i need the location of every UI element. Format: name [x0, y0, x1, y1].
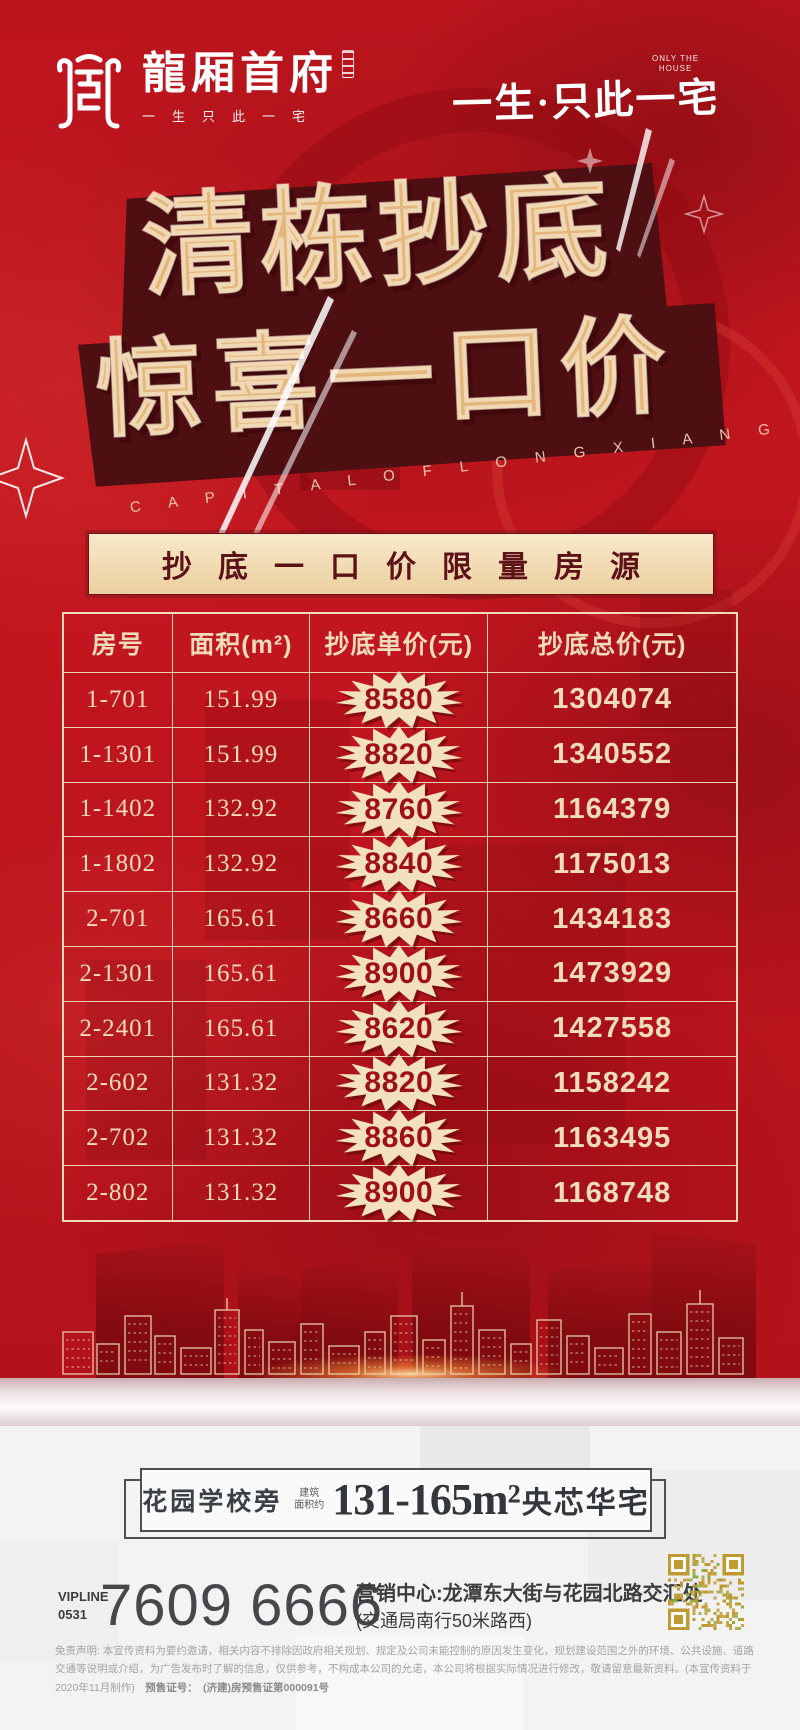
area-range: 131-165m²: [332, 1475, 520, 1524]
header-cell: 面积(m²): [171, 614, 310, 672]
area-cell: 131.32: [171, 1056, 310, 1111]
table-row: 2-1301 165.61 8900 1473929: [64, 944, 736, 1004]
total-price-cell: 1473929: [487, 946, 736, 1001]
limited-offer-banner: 抄底一口价限量房源: [88, 533, 714, 595]
vipline-label: VIPLINE 0531: [58, 1589, 109, 1622]
total-price-cell: 1434183: [487, 892, 736, 946]
total-price-cell: 1164379: [487, 782, 736, 837]
unit-price-cell: 8900: [309, 1163, 487, 1223]
area-cell: 131.32: [171, 1166, 310, 1220]
area-suffix: 央芯华宅: [521, 1487, 650, 1520]
price-starburst: 8900: [333, 1163, 465, 1223]
gray-decoration: [296, 1636, 524, 1730]
area-cell: 151.99: [171, 727, 310, 782]
slab-decoration: [652, 1232, 756, 1378]
unit-price-cell: 8840: [309, 834, 487, 894]
total-price-cell: 1340552: [487, 727, 736, 782]
unit-price-cell: 8620: [309, 999, 487, 1059]
area-cell: 165.61: [171, 1001, 310, 1056]
total-price-cell: 1168748: [487, 1166, 736, 1220]
total-price-cell: 1158242: [487, 1056, 736, 1111]
unit-price-cell: 8860: [309, 1108, 487, 1168]
light-background: [0, 1426, 800, 1730]
property-info-box: 花园学校旁 建筑 面积约 131-165m² 央芯华宅: [140, 1468, 652, 1532]
area-cell: 132.92: [171, 782, 310, 837]
room-number-cell: 1-1802: [79, 850, 157, 878]
table-row: 2-802 131.32 8900 1168748: [64, 1163, 736, 1223]
area-cell: 151.99: [171, 673, 310, 727]
unit-price-cell: 8820: [309, 725, 487, 785]
sales-center-address: 营销中心:龙潭东大街与花园北路交汇处 (交通局南行50米路西): [356, 1583, 703, 1631]
area-cell: 132.92: [171, 837, 310, 892]
dark-block-decoration: [430, 845, 625, 1145]
price-starburst: 8820: [333, 725, 465, 785]
room-number-cell: 1-701: [86, 685, 150, 713]
brand-logo: 龍厢首府 一生只此一宅: [52, 49, 354, 130]
phone-number: 7609 6666: [100, 1573, 384, 1638]
table-row: 2-701 165.61 8660 1434183: [64, 889, 736, 949]
total-price-cell: 1304074: [487, 673, 736, 727]
total-price-cell: 1175013: [487, 837, 736, 892]
area-cell: 165.61: [171, 946, 310, 1001]
table-row: 1-1402 132.92 8760 1164379: [64, 780, 736, 840]
header-cell: 抄底总价(元): [487, 614, 736, 672]
location-label: 花园学校旁: [142, 1488, 283, 1516]
brand-name: 龍厢首府: [142, 49, 338, 98]
slogan-text: 一生·只此一宅: [451, 75, 720, 128]
slab-decoration: [96, 1240, 224, 1378]
table-row: 1-1301 151.99 8820 1340552: [64, 725, 736, 785]
brand-logo-icon: [56, 54, 122, 129]
unit-price-cell: 8820: [309, 1054, 487, 1112]
qr-code: [668, 1554, 744, 1630]
total-price-cell: 1427558: [487, 1001, 736, 1056]
dark-block-decoration: [86, 960, 206, 1160]
price-starburst: 8660: [333, 889, 465, 949]
total-price-cell: 1163495: [487, 1111, 736, 1166]
main-title-line2: 惊喜一口价: [93, 307, 679, 452]
city-skyline: [62, 1290, 744, 1380]
price-starburst: 8820: [333, 1053, 465, 1113]
dark-block-decoration: [205, 700, 350, 940]
room-number-cell: 1-1301: [79, 740, 157, 768]
brand-tagline: 一生只此一宅: [142, 109, 323, 125]
room-number-cell: 2-701: [86, 905, 150, 933]
banner-text: 抄底一口价限量房源: [162, 551, 666, 584]
room-number-cell: 2-2401: [79, 1014, 157, 1042]
price-table: 房号 面积(m²) 抄底单价(元) 抄底总价(元) 1-701 151.99 8580 130…: [62, 612, 738, 1222]
area-small-label: 建筑 面积约: [294, 1487, 325, 1512]
room-number-cell: 2-802: [86, 1179, 150, 1207]
price-starburst: 8900: [333, 944, 465, 1004]
area-cell: 165.61: [171, 892, 310, 946]
area-cell: 131.32: [171, 1111, 310, 1166]
gray-decoration: [0, 1542, 118, 1662]
price-starburst: 8860: [333, 1108, 465, 1168]
price-starburst: 8580: [333, 670, 465, 730]
platform-band: [0, 1378, 800, 1426]
unit-price-cell: 8660: [309, 889, 487, 949]
disclaimer-text: 免责声明: 本宣传资料为要约邀请，相关内容不排除因政府相关规划、规定及公司未能控…: [55, 1645, 754, 1694]
logo-seal-mark: [342, 50, 354, 78]
main-title-line1: 清栋抄底: [139, 164, 618, 311]
header-cell: 房号: [91, 631, 144, 659]
slogan-english: ONLY THE HOUSE: [652, 54, 700, 74]
room-number-cell: 2-602: [86, 1069, 150, 1097]
slab-decoration: [548, 1258, 652, 1378]
room-number-cell: 2-1301: [79, 959, 157, 987]
price-starburst: 8840: [333, 834, 465, 894]
header-cell: 抄底单价(元): [309, 614, 487, 672]
unit-price-cell: 8580: [309, 670, 487, 730]
table-row: 2-2401 165.61 8620 1427558: [64, 999, 736, 1059]
room-number-cell: 1-1402: [79, 795, 157, 823]
table-row: 2-602 131.32 8820 1158242: [64, 1054, 736, 1112]
table-row: 1-1802 132.92 8840 1175013: [64, 834, 736, 894]
table-row: 1-701 151.99 8580 1304074: [64, 670, 736, 730]
table-header-row: 房号 面积(m²) 抄底单价(元) 抄底总价(元): [64, 614, 736, 672]
price-starburst: 8760: [333, 780, 465, 840]
price-starburst: 8620: [333, 999, 465, 1059]
room-number-cell: 2-702: [86, 1124, 150, 1152]
table-row: 2-702 131.32 8860 1163495: [64, 1108, 736, 1168]
unit-price-cell: 8760: [309, 780, 487, 840]
unit-price-cell: 8900: [309, 944, 487, 1004]
